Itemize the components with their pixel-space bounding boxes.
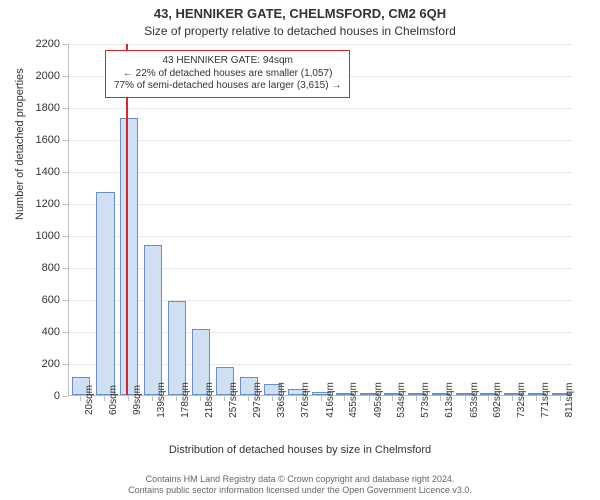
info-line2: ← 22% of detached houses are smaller (1,…: [114, 68, 341, 81]
y-tick-label: 1600: [20, 134, 60, 146]
bar: [120, 118, 138, 395]
bar: [144, 245, 162, 395]
x-tick-label: 99sqm: [132, 385, 143, 415]
bar: [96, 192, 114, 395]
x-tick-label: 613sqm: [444, 382, 455, 418]
info-line1: 43 HENNIKER GATE: 94sqm: [114, 55, 341, 68]
attribution-line1: Contains HM Land Registry data © Crown c…: [0, 474, 600, 485]
title-subtitle: Size of property relative to detached ho…: [0, 24, 600, 38]
x-tick-label: 178sqm: [180, 382, 191, 418]
plot-area: 43 HENNIKER GATE: 94sqm ← 22% of detache…: [68, 44, 572, 396]
y-tick-label: 1200: [20, 198, 60, 210]
x-tick-label: 692sqm: [492, 382, 503, 418]
y-tick-label: 1000: [20, 230, 60, 242]
x-tick-label: 257sqm: [228, 382, 239, 418]
title-address: 43, HENNIKER GATE, CHELMSFORD, CM2 6QH: [0, 6, 600, 21]
y-tick-label: 2200: [20, 38, 60, 50]
x-tick-label: 20sqm: [84, 385, 95, 415]
x-tick-label: 297sqm: [252, 382, 263, 418]
attribution-line2: Contains public sector information licen…: [0, 485, 600, 496]
x-tick-label: 534sqm: [396, 382, 407, 418]
y-tick-label: 1400: [20, 166, 60, 178]
info-box: 43 HENNIKER GATE: 94sqm ← 22% of detache…: [105, 50, 350, 98]
x-tick-label: 653sqm: [469, 382, 480, 418]
x-tick-label: 416sqm: [325, 382, 336, 418]
x-tick-label: 218sqm: [204, 382, 215, 418]
info-line3: 77% of semi-detached houses are larger (…: [114, 80, 341, 93]
x-tick-label: 573sqm: [420, 382, 431, 418]
x-tick-label: 811sqm: [564, 383, 575, 418]
x-tick-label: 455sqm: [348, 382, 359, 418]
y-tick-label: 800: [20, 262, 60, 274]
x-tick-label: 376sqm: [300, 382, 311, 418]
x-tick-label: 336sqm: [276, 382, 287, 418]
x-tick-label: 139sqm: [156, 382, 167, 418]
y-tick-label: 400: [20, 326, 60, 338]
y-tick-label: 200: [20, 358, 60, 370]
y-tick-label: 1800: [20, 102, 60, 114]
attribution: Contains HM Land Registry data © Crown c…: [0, 474, 600, 496]
x-tick-label: 732sqm: [516, 382, 527, 418]
x-tick-label: 60sqm: [108, 385, 119, 415]
y-tick-label: 0: [20, 390, 60, 402]
x-axis-label: Distribution of detached houses by size …: [0, 444, 600, 456]
x-tick-label: 495sqm: [373, 382, 384, 418]
y-tick-label: 600: [20, 294, 60, 306]
chart-container: 43, HENNIKER GATE, CHELMSFORD, CM2 6QH S…: [0, 0, 600, 500]
bar: [168, 301, 186, 395]
x-tick-label: 771sqm: [540, 382, 551, 418]
y-tick-label: 2000: [20, 70, 60, 82]
